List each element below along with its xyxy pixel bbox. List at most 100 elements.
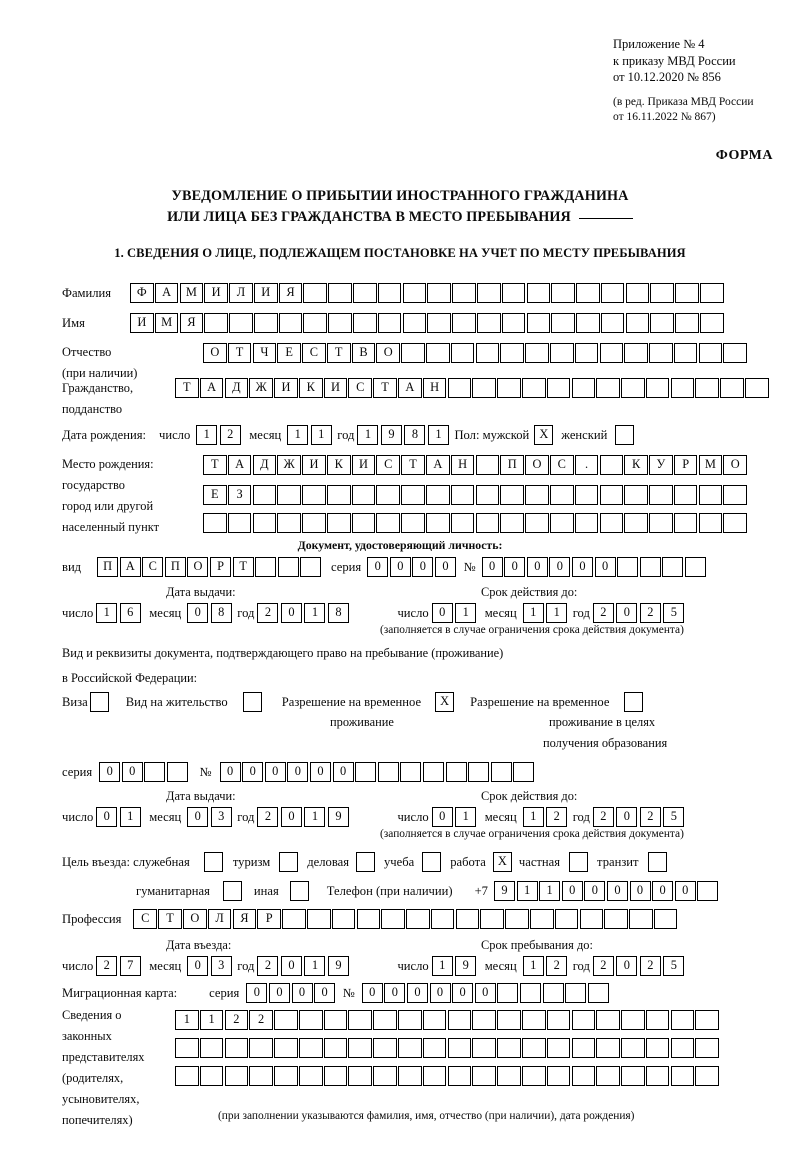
char-cell[interactable]: 2 bbox=[257, 956, 279, 976]
char-cell[interactable]: 2 bbox=[257, 603, 279, 623]
char-cell[interactable] bbox=[422, 1010, 447, 1030]
char-cell[interactable] bbox=[698, 513, 723, 533]
char-cell[interactable]: П bbox=[164, 557, 186, 577]
char-cell[interactable] bbox=[455, 909, 480, 929]
char-cell[interactable]: И bbox=[130, 313, 154, 333]
char-cell[interactable] bbox=[227, 513, 252, 533]
char-cell[interactable]: А bbox=[227, 455, 252, 475]
char-cell[interactable]: 1 bbox=[310, 425, 332, 445]
char-cell[interactable] bbox=[277, 557, 299, 577]
char-cell[interactable] bbox=[574, 485, 599, 505]
char-cell[interactable] bbox=[476, 283, 501, 303]
char-cell[interactable]: О bbox=[203, 343, 227, 363]
char-cell[interactable]: С bbox=[376, 455, 401, 475]
char-cell[interactable]: 0 bbox=[264, 762, 286, 782]
char-cell[interactable] bbox=[576, 313, 600, 333]
char-cell[interactable]: 9 bbox=[455, 956, 477, 976]
char-cell[interactable]: 9 bbox=[380, 425, 402, 445]
char-cell[interactable]: 7 bbox=[119, 956, 141, 976]
char-cell[interactable]: Т bbox=[232, 557, 254, 577]
char-cell[interactable] bbox=[475, 513, 500, 533]
char-cell[interactable]: 1 bbox=[522, 956, 544, 976]
char-cell[interactable] bbox=[600, 283, 625, 303]
char-cell[interactable]: 2 bbox=[592, 807, 614, 827]
char-cell[interactable] bbox=[521, 1038, 546, 1058]
char-cell[interactable] bbox=[323, 1038, 348, 1058]
char-cell[interactable] bbox=[501, 283, 526, 303]
char-cell[interactable]: 2 bbox=[546, 956, 568, 976]
purpose-transit-checkbox[interactable] bbox=[647, 852, 667, 872]
sex-male-checkbox[interactable]: X bbox=[534, 425, 554, 445]
char-cell[interactable]: 0 bbox=[616, 603, 638, 623]
char-cell[interactable] bbox=[500, 343, 524, 363]
char-cell[interactable]: 1 bbox=[431, 956, 453, 976]
purpose-study-checkbox[interactable] bbox=[422, 852, 442, 872]
char-cell[interactable] bbox=[472, 1038, 496, 1058]
char-cell[interactable] bbox=[579, 909, 604, 929]
char-cell[interactable]: 5 bbox=[663, 603, 685, 623]
char-cell[interactable] bbox=[551, 313, 575, 333]
char-cell[interactable] bbox=[377, 313, 402, 333]
char-cell[interactable] bbox=[645, 1010, 670, 1030]
temp-edu-checkbox[interactable] bbox=[624, 692, 644, 712]
char-cell[interactable] bbox=[400, 762, 422, 782]
char-cell[interactable] bbox=[675, 313, 699, 333]
char-cell[interactable] bbox=[625, 283, 650, 303]
purpose-business-checkbox[interactable] bbox=[356, 852, 375, 872]
char-cell[interactable]: 2 bbox=[257, 807, 279, 827]
char-cell[interactable] bbox=[402, 283, 427, 303]
char-cell[interactable] bbox=[695, 1066, 719, 1086]
char-cell[interactable]: 1 bbox=[199, 1010, 224, 1030]
char-cell[interactable]: . bbox=[574, 455, 599, 475]
char-cell[interactable] bbox=[373, 1066, 397, 1086]
char-cell[interactable] bbox=[401, 513, 425, 533]
char-cell[interactable] bbox=[695, 1010, 719, 1030]
char-cell[interactable]: 1 bbox=[516, 881, 538, 901]
char-cell[interactable] bbox=[203, 513, 227, 533]
char-cell[interactable]: М bbox=[154, 313, 179, 333]
purpose-official-checkbox[interactable] bbox=[203, 852, 223, 872]
char-cell[interactable] bbox=[546, 1038, 571, 1058]
char-cell[interactable]: Д bbox=[224, 378, 249, 398]
char-cell[interactable] bbox=[490, 762, 512, 782]
residence-checkbox[interactable] bbox=[242, 692, 262, 712]
char-cell[interactable]: О bbox=[376, 343, 401, 363]
char-cell[interactable] bbox=[175, 1038, 199, 1058]
char-cell[interactable] bbox=[351, 485, 376, 505]
char-cell[interactable] bbox=[253, 313, 278, 333]
char-cell[interactable]: 2 bbox=[546, 807, 568, 827]
char-cell[interactable] bbox=[599, 485, 624, 505]
char-cell[interactable] bbox=[282, 909, 306, 929]
char-cell[interactable] bbox=[542, 983, 564, 1003]
char-cell[interactable]: 2 bbox=[592, 956, 614, 976]
char-cell[interactable] bbox=[447, 378, 472, 398]
char-cell[interactable]: 1 bbox=[304, 956, 326, 976]
char-cell[interactable] bbox=[331, 909, 356, 929]
char-cell[interactable] bbox=[472, 1010, 496, 1030]
char-cell[interactable]: Т bbox=[158, 909, 182, 929]
char-cell[interactable] bbox=[546, 1010, 571, 1030]
char-cell[interactable] bbox=[497, 1038, 521, 1058]
char-cell[interactable] bbox=[500, 513, 524, 533]
purpose-tourism-checkbox[interactable] bbox=[279, 852, 299, 872]
char-cell[interactable] bbox=[624, 485, 648, 505]
char-cell[interactable]: 9 bbox=[327, 807, 349, 827]
char-cell[interactable]: 0 bbox=[187, 603, 209, 623]
char-cell[interactable]: 1 bbox=[546, 603, 568, 623]
char-cell[interactable] bbox=[675, 283, 699, 303]
char-cell[interactable] bbox=[521, 378, 546, 398]
char-cell[interactable]: 5 bbox=[663, 956, 685, 976]
char-cell[interactable] bbox=[472, 1066, 496, 1086]
char-cell[interactable] bbox=[377, 762, 399, 782]
char-cell[interactable]: 0 bbox=[361, 983, 383, 1003]
char-cell[interactable] bbox=[670, 378, 695, 398]
char-cell[interactable]: 1 bbox=[357, 425, 379, 445]
